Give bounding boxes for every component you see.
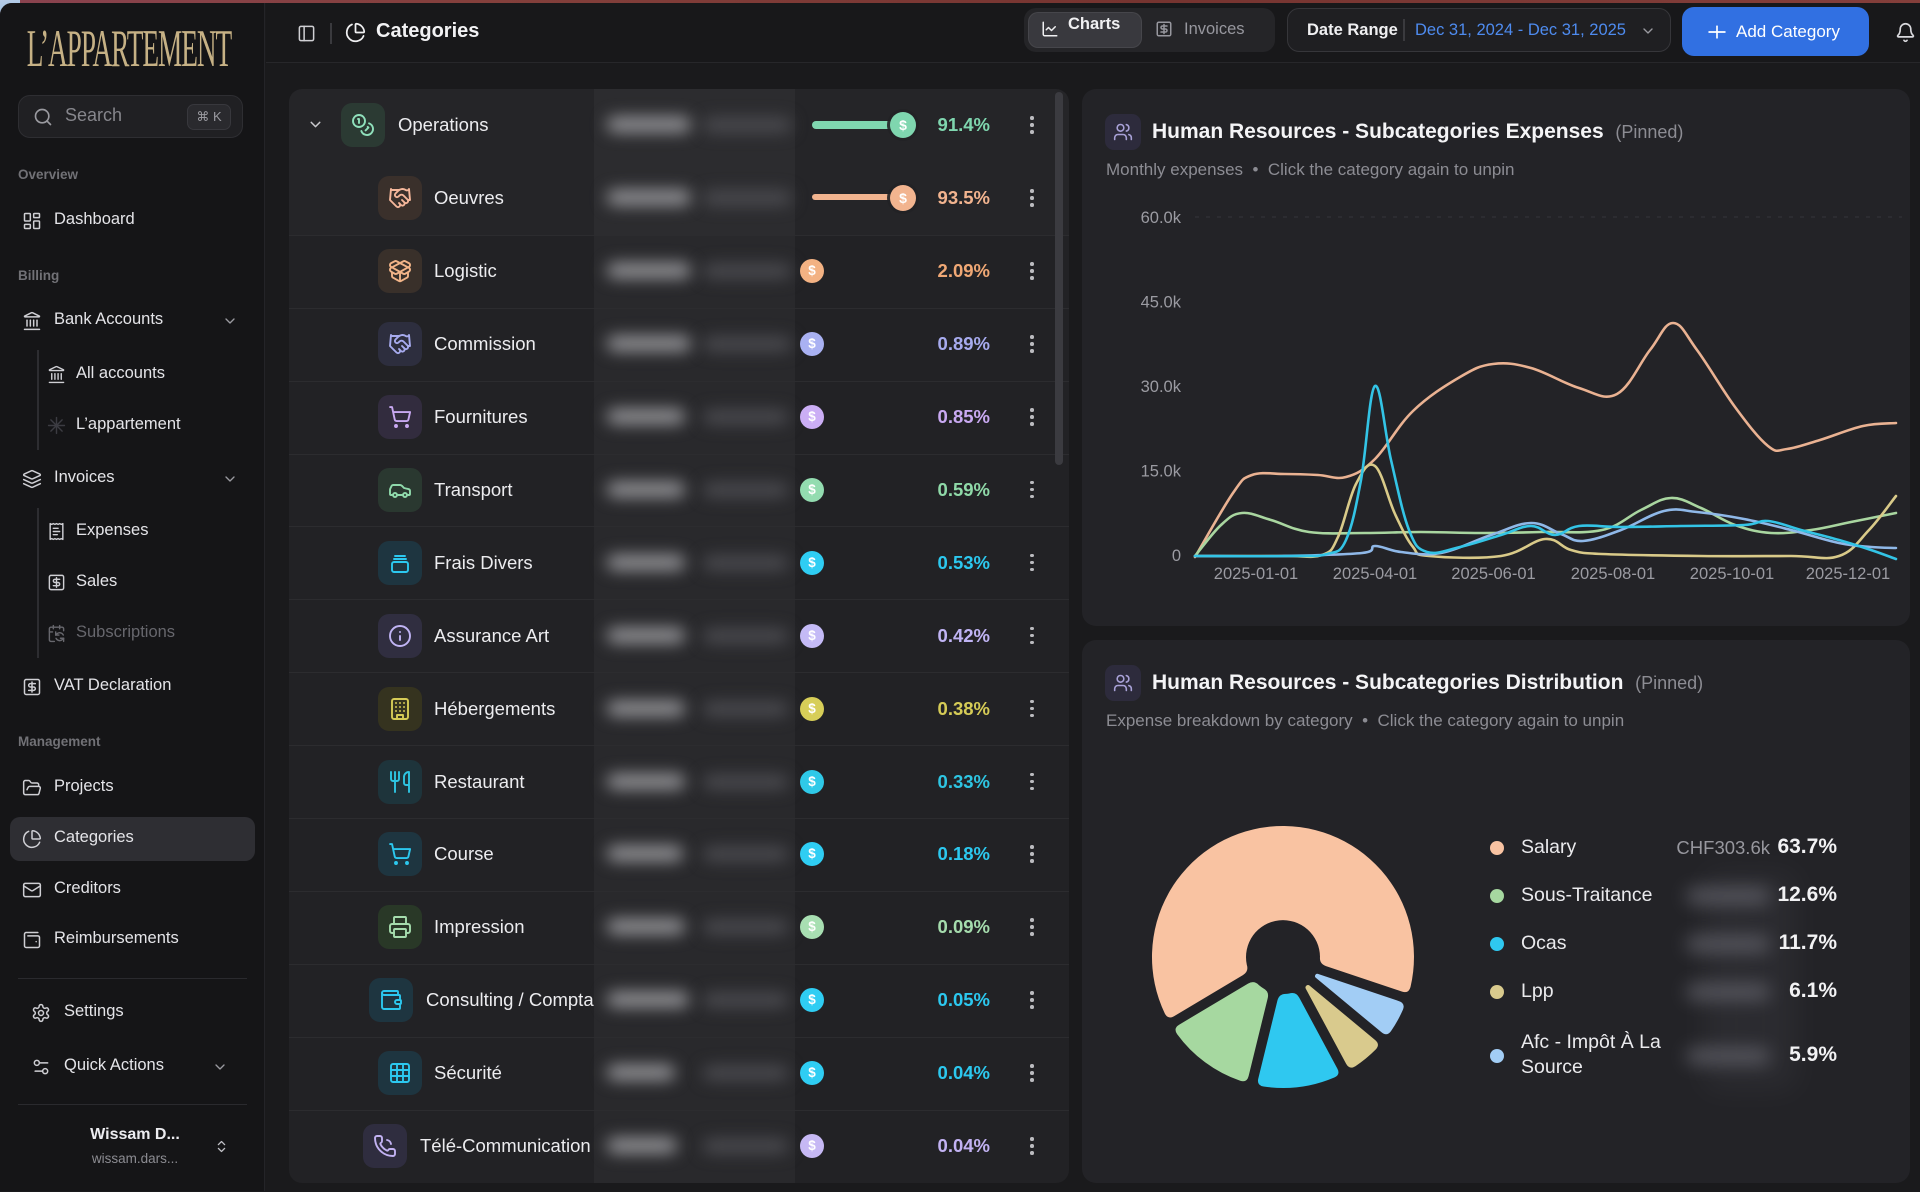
svg-text:30.0k: 30.0k — [1141, 378, 1182, 396]
svg-text:60.0k: 60.0k — [1141, 209, 1182, 227]
svg-text:2025-06-01: 2025-06-01 — [1451, 565, 1535, 583]
svg-text:2025-12-01: 2025-12-01 — [1806, 565, 1890, 583]
svg-text:0: 0 — [1172, 547, 1181, 565]
svg-text:2025-08-01: 2025-08-01 — [1571, 565, 1655, 583]
svg-text:15.0k: 15.0k — [1141, 463, 1182, 481]
svg-text:2025-04-01: 2025-04-01 — [1333, 565, 1417, 583]
svg-text:2025-10-01: 2025-10-01 — [1690, 565, 1774, 583]
svg-text:45.0k: 45.0k — [1141, 294, 1182, 312]
svg-text:2025-01-01: 2025-01-01 — [1214, 565, 1298, 583]
